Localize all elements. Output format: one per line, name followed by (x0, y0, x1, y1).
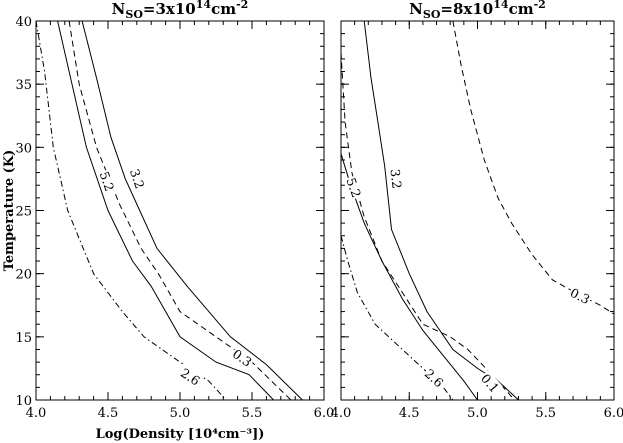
x-axis-label: Log(Density [10⁴cm⁻³]) (96, 427, 265, 442)
right-panel-frame (340, 20, 615, 401)
series-line-0-3 (68, 20, 292, 401)
left-panel-title: NSO=3x1014cm-2 (112, 0, 249, 21)
x-tick-label: 4.0 (331, 406, 352, 421)
contour-label: 0.1 (478, 371, 502, 396)
x-tick-label: 5.5 (242, 406, 263, 421)
contour-label: 3.2 (388, 168, 405, 189)
series-line-3-2 (81, 20, 303, 401)
left-panel-frame (35, 20, 325, 401)
y-tick-label: 30 (15, 141, 32, 156)
y-tick-label: 25 (15, 205, 32, 220)
series-line-0-3 (452, 20, 615, 315)
contour-label-bg (228, 345, 256, 371)
y-tick-label: 20 (15, 268, 32, 283)
contour-label-bg (420, 365, 448, 392)
x-tick-label: 5.5 (535, 406, 556, 421)
series-line-5-2 (57, 20, 274, 401)
x-tick-label: 5.0 (467, 406, 488, 421)
y-tick-label: 10 (15, 394, 32, 409)
x-tick-label: 6.0 (314, 406, 335, 421)
contour-label-bg (126, 165, 148, 192)
panel-0-marks: 4.0 4.5 5.0 5.5 6.0 10 15 20 25 30 35 40 3.2 0.3 5.2 2.… (15, 15, 334, 421)
series-line-3-2 (363, 20, 519, 401)
contour-label: 0.3 (230, 346, 255, 370)
y-tick-label: 35 (15, 78, 32, 93)
x-tick-label: 4.5 (399, 406, 420, 421)
y-axis-label: Temperature (K) (2, 150, 17, 272)
y-tick-label: 40 (15, 15, 32, 30)
left-panel: NSO=3x1014cm-2 Temperature (K) Log(Densi… (2, 0, 325, 442)
contour-label-bg (566, 284, 594, 308)
contour-label-bg (342, 174, 365, 201)
x-tick-label: 6.0 (604, 406, 623, 421)
contour-label: 5.2 (343, 176, 364, 200)
chart-marks: 4.0 4.5 5.0 5.5 6.0 10 15 20 25 30 35 40 3.2 0.3 5.2 2.… (15, 15, 623, 421)
y-tick-label: 15 (15, 331, 32, 346)
contour-label: 3.2 (127, 167, 148, 191)
contour-label-bg (177, 364, 204, 390)
contour-label: 0.3 (568, 285, 593, 307)
contour-label-bg (387, 167, 405, 191)
contour-label-bg (96, 168, 118, 195)
contour-label: 2.6 (422, 366, 447, 391)
contour-label: 5.2 (97, 169, 118, 193)
series-line-2-6 (35, 20, 227, 401)
x-tick-label: 5.0 (170, 406, 191, 421)
right-panel-title: NSO=8x1014cm-2 (409, 0, 546, 21)
right-panel: NSO=8x1014cm-2 (340, 0, 615, 401)
contour-label-bg (477, 370, 504, 397)
x-tick-label: 4.0 (26, 406, 47, 421)
x-tick-label: 4.5 (98, 406, 119, 421)
contour-label: 2.6 (178, 365, 203, 388)
series-line-2-6 (340, 235, 454, 401)
series-line-0-1 (340, 52, 515, 401)
panel-1-marks: 4.0 4.5 5.0 5.5 6.0 3.2 0.1 5.2 2.6 0.3 (331, 20, 623, 421)
